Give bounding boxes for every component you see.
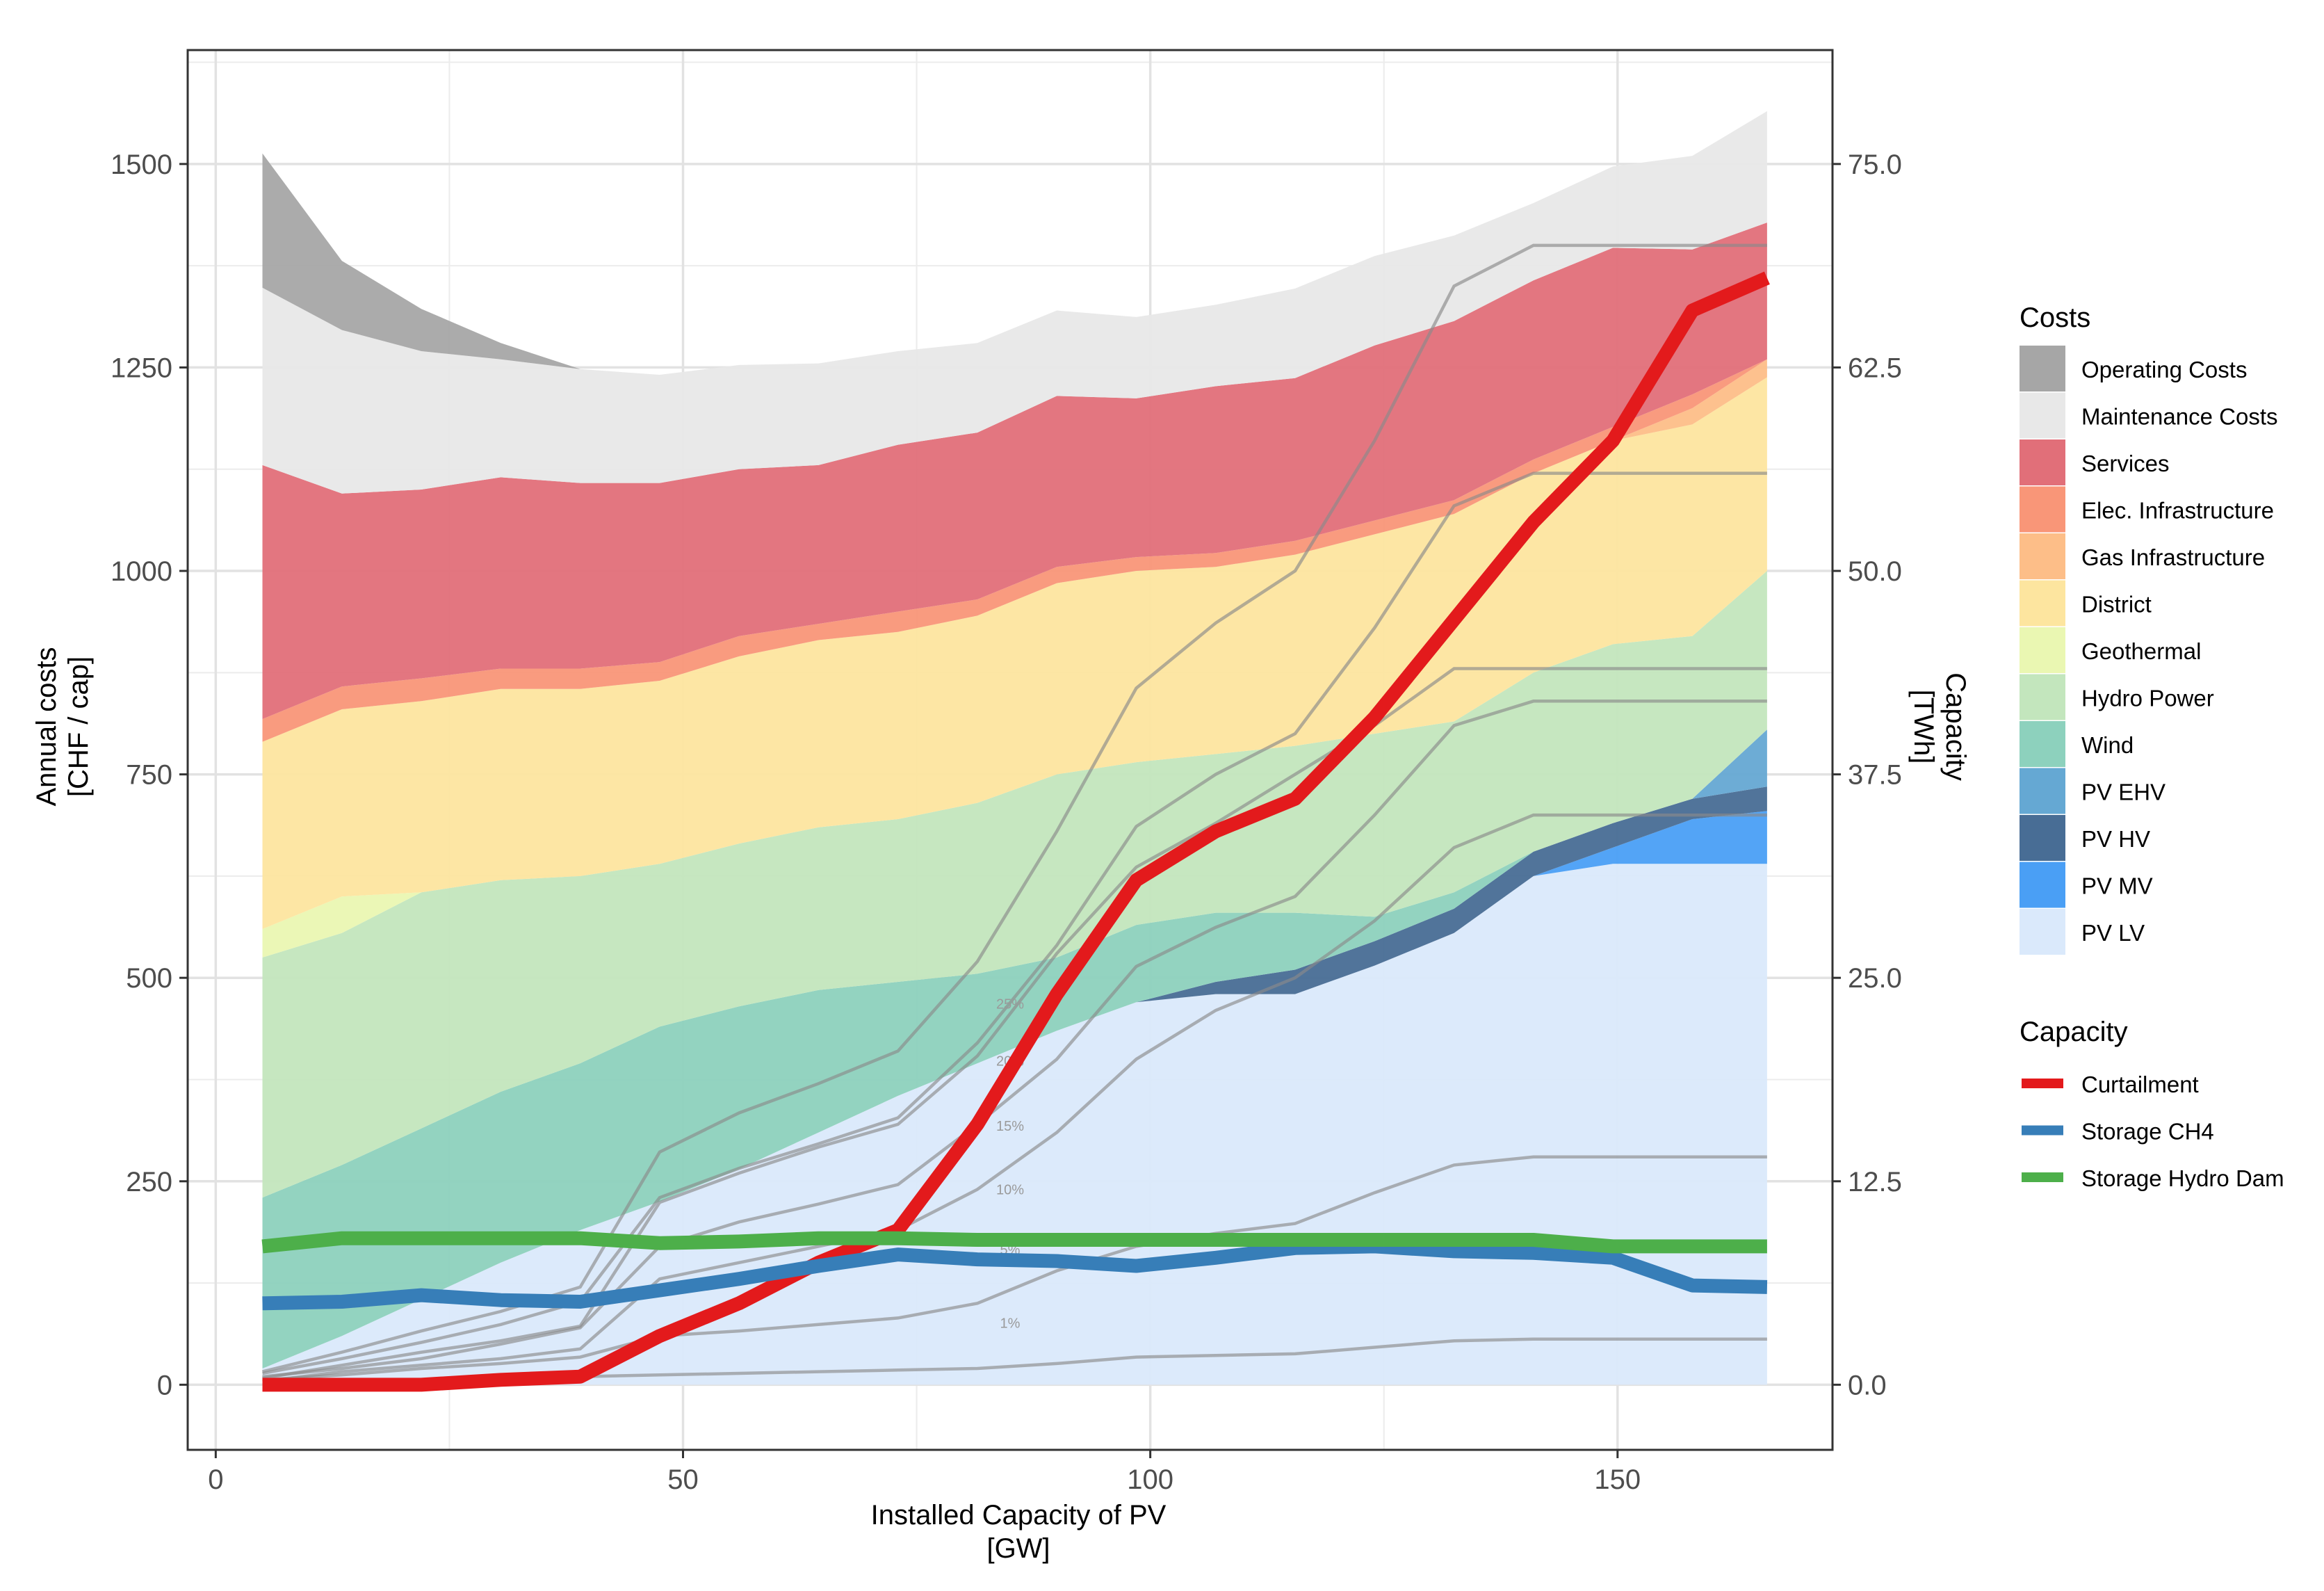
legend-costs: Costs Operating Costs Maintenance Costs Se… bbox=[2020, 302, 2277, 955]
legend-label-pv-mv: PV MV bbox=[2081, 873, 2153, 899]
legend-key-gas-infrastructure bbox=[2020, 533, 2065, 579]
legend-key-operating-costs bbox=[2020, 346, 2065, 391]
y-tick-label: 500 bbox=[126, 963, 172, 994]
legend-label-pv-hv: PV HV bbox=[2081, 826, 2150, 852]
legend-key-geothermal bbox=[2020, 627, 2065, 673]
reference-lines bbox=[261, 243, 1767, 1387]
legend-label-curtailment: Curtailment bbox=[2081, 1072, 2199, 1097]
y2-tick-label: 0.0 bbox=[1848, 1370, 1887, 1400]
legend-key-hydro-power bbox=[2020, 674, 2065, 720]
capacity-line-storage-ch4 bbox=[262, 1239, 1768, 1311]
reference-label-15: 15% bbox=[996, 1119, 1024, 1134]
area-pv-lv bbox=[262, 864, 1767, 1385]
y2-tick-label: 12.5 bbox=[1848, 1167, 1902, 1197]
legend-key-services bbox=[2020, 439, 2065, 485]
legend-key-wind bbox=[2020, 721, 2065, 767]
legend-label-pv-lv: PV LV bbox=[2081, 920, 2145, 946]
legend-costs-title: Costs bbox=[2020, 302, 2090, 333]
area-operating-costs bbox=[262, 111, 1767, 375]
x-axis-label: Installed Capacity of PV bbox=[871, 1500, 1167, 1531]
y2-tick-label: 62.5 bbox=[1848, 353, 1902, 383]
y2-tick-label: 37.5 bbox=[1848, 760, 1902, 791]
y-tick-label: 250 bbox=[126, 1167, 172, 1197]
axes: 0 50 100 15002505007501000125015000.012.525… bbox=[111, 150, 1902, 1495]
y-tick-label: 1250 bbox=[111, 353, 172, 383]
y2-tick-label: 25.0 bbox=[1848, 963, 1902, 994]
legend-key-district bbox=[2020, 580, 2065, 627]
legend-key-pv-ehv bbox=[2020, 768, 2065, 814]
reference-line-20 bbox=[261, 243, 1767, 1373]
y-tick-label: 1500 bbox=[111, 150, 172, 180]
legend-label-operating-costs: Operating Costs bbox=[2081, 357, 2247, 382]
reference-label-1: 1% bbox=[1000, 1316, 1021, 1331]
plot-panel-border bbox=[186, 49, 1834, 1451]
legend-label-district: District bbox=[2081, 592, 2152, 617]
reference-line-10 bbox=[262, 700, 1767, 1378]
legend-label-maintenance-costs: Maintenance Costs bbox=[2081, 404, 2277, 430]
legend-key-elec-infrastructure bbox=[2020, 486, 2065, 533]
legend-label-storage-ch4: Storage CH4 bbox=[2081, 1119, 2214, 1145]
legend-label-services: Services bbox=[2081, 451, 2170, 476]
reference-line-unlabeled-6 bbox=[262, 813, 1767, 1383]
x-tick-label: 50 bbox=[667, 1464, 699, 1495]
x-axis-unit-label: [GW] bbox=[986, 1533, 1050, 1564]
legend-label-gas-infrastructure: Gas Infrastructure bbox=[2081, 544, 2265, 570]
area-pv-hv bbox=[262, 786, 1767, 1368]
y2-tick-label: 75.0 bbox=[1848, 150, 1902, 180]
legend-key-pv-lv bbox=[2020, 909, 2065, 955]
legend-label-geothermal: Geothermal bbox=[2081, 638, 2201, 664]
area-services bbox=[262, 223, 1767, 720]
secondary-y-axis-unit-label: [TWh] bbox=[1908, 690, 1939, 764]
x-tick-label: 0 bbox=[208, 1464, 223, 1495]
area-maintenance-costs bbox=[262, 111, 1767, 494]
area-district bbox=[262, 377, 1767, 929]
panel-border-rect bbox=[186, 49, 1834, 1451]
reference-label-25: 25% bbox=[996, 997, 1024, 1012]
legend-label-storage-hydro-dam: Storage Hydro Dam bbox=[2081, 1165, 2284, 1191]
reference-line-15 bbox=[262, 471, 1767, 1375]
capacity-line-storage-hydro-dam bbox=[261, 1231, 1767, 1254]
reference-line-5 bbox=[262, 1155, 1767, 1382]
y-tick-label: 750 bbox=[126, 760, 172, 791]
secondary-y-axis-label: Capacity bbox=[1940, 672, 1971, 781]
capacity-line-curtailment bbox=[262, 271, 1770, 1392]
legend-capacity: Capacity Curtailment Storage CH4 Storage H… bbox=[2020, 1017, 2284, 1200]
legend-label-hydro-power: Hydro Power bbox=[2081, 686, 2214, 711]
legend-label-wind: Wind bbox=[2081, 732, 2134, 758]
y-tick-label: 0 bbox=[157, 1370, 172, 1400]
legend-key-maintenance-costs bbox=[2020, 392, 2065, 439]
legend-key-pv-mv bbox=[2020, 862, 2065, 908]
y-axis-label: Annual costs bbox=[31, 647, 62, 806]
area-hydro-power bbox=[262, 571, 1767, 1198]
y2-tick-label: 50.0 bbox=[1848, 556, 1902, 587]
legend-key-pv-hv bbox=[2020, 815, 2065, 861]
y-tick-label: 1000 bbox=[111, 556, 172, 587]
x-tick-label: 100 bbox=[1127, 1464, 1173, 1495]
stacked-cost-areas bbox=[262, 111, 1767, 1385]
area-wind bbox=[262, 729, 1767, 1368]
capacity-lines bbox=[261, 271, 1770, 1392]
y-axis-unit-label: [CHF / cap] bbox=[63, 656, 94, 797]
reference-label-10: 10% bbox=[996, 1183, 1024, 1198]
x-tick-label: 150 bbox=[1594, 1464, 1641, 1495]
legend-capacity-title: Capacity bbox=[2020, 1017, 2128, 1047]
legend-label-pv-ehv: PV EHV bbox=[2081, 780, 2165, 805]
legend-label-elec-infrastructure: Elec. Infrastructure bbox=[2081, 498, 2274, 524]
reference-line-unlabeled-5 bbox=[262, 667, 1767, 1380]
